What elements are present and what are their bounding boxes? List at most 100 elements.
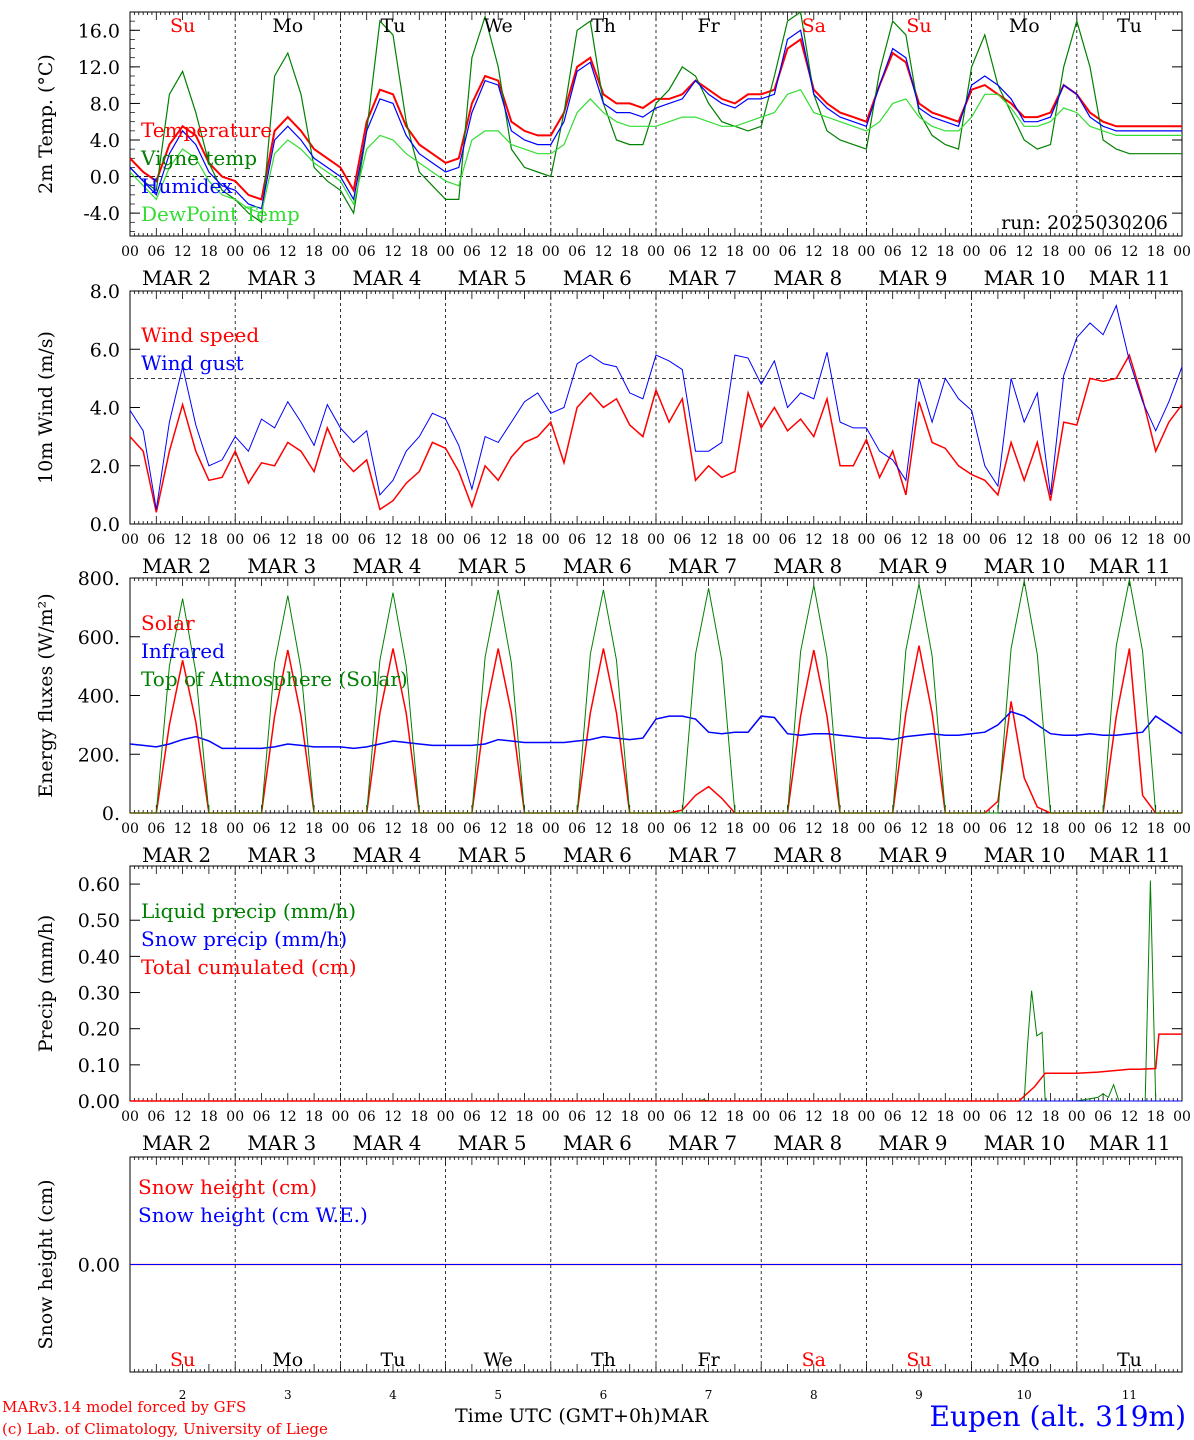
hour-label: 18 — [1147, 244, 1165, 260]
hour-label: 12 — [489, 532, 507, 548]
weekday-label: Tu — [1117, 15, 1142, 37]
hour-label: 00 — [752, 1109, 770, 1125]
hour-label: 12 — [174, 821, 192, 837]
legend-entry: Vigne temp — [140, 146, 257, 170]
hour-label: 12 — [174, 532, 192, 548]
hour-label: 00 — [752, 244, 770, 260]
hour-label: 18 — [410, 532, 428, 548]
weekday-label: Su — [170, 1349, 195, 1371]
date-label: MAR 11 — [1089, 266, 1171, 290]
y-tick-label: 600. — [78, 627, 120, 649]
hour-label: 06 — [884, 1109, 902, 1125]
hour-label: 00 — [857, 532, 875, 548]
date-label: MAR 7 — [668, 266, 737, 290]
hour-label: 12 — [594, 1109, 612, 1125]
y-tick-label: 400. — [78, 686, 120, 708]
hour-label: 18 — [831, 821, 849, 837]
hour-label: 12 — [910, 244, 928, 260]
weekday-label: Mo — [272, 1349, 303, 1371]
hour-label: 06 — [253, 532, 271, 548]
hour-label: 12 — [1120, 532, 1138, 548]
date-label: MAR 3 — [247, 554, 316, 578]
date-label: MAR 8 — [773, 554, 842, 578]
day-number: 3 — [284, 1388, 292, 1402]
weekday-label: Sa — [802, 1349, 826, 1371]
weekday-label: Fr — [697, 1349, 720, 1371]
date-label: MAR 2 — [142, 554, 211, 578]
hour-label: 12 — [805, 532, 823, 548]
date-label: MAR 8 — [773, 843, 842, 867]
series-infrared — [129, 710, 1183, 750]
legend-entry: Solar — [141, 611, 195, 635]
hour-label: 00 — [647, 244, 665, 260]
hour-label: 18 — [1042, 1109, 1060, 1125]
hour-label: 00 — [542, 1109, 560, 1125]
hour-label: 06 — [989, 821, 1007, 837]
model-credit: MARv3.14 model forced by GFS — [2, 1398, 247, 1416]
day-number: 10 — [1017, 1388, 1032, 1402]
series-humidex — [129, 29, 1182, 210]
hour-label: 00 — [121, 1109, 139, 1125]
hour-label: 12 — [279, 1109, 297, 1125]
hour-label: 12 — [279, 821, 297, 837]
y-tick-label: 4.0 — [90, 130, 120, 152]
y-tick-label: -4.0 — [83, 203, 120, 225]
hour-label: 12 — [1015, 532, 1033, 548]
hour-label: 18 — [1147, 1109, 1165, 1125]
date-label: MAR 2 — [142, 1131, 211, 1155]
date-label: MAR 4 — [352, 843, 421, 867]
hour-label: 12 — [279, 532, 297, 548]
y-tick-label: 0.0 — [90, 514, 120, 536]
weekday-label: Th — [591, 15, 616, 37]
hour-label: 18 — [305, 244, 323, 260]
date-label: MAR 10 — [984, 1131, 1066, 1155]
date-label: MAR 4 — [352, 554, 421, 578]
date-label: MAR 10 — [984, 266, 1066, 290]
x-axis-title: Time UTC (GMT+0h)MAR — [455, 1405, 708, 1427]
hour-label: 00 — [1173, 1109, 1191, 1125]
date-label: MAR 5 — [458, 554, 527, 578]
date-label: MAR 9 — [878, 266, 947, 290]
hour-label: 12 — [700, 1109, 718, 1125]
hour-label: 18 — [305, 1109, 323, 1125]
hour-label: 06 — [463, 821, 481, 837]
legend-entry: Snow height (cm W.E.) — [138, 1203, 368, 1227]
hour-label: 06 — [147, 1109, 165, 1125]
hour-label: 18 — [516, 244, 534, 260]
hour-label: 12 — [1015, 821, 1033, 837]
hour-label: 00 — [752, 532, 770, 548]
y-tick-label: 0.00 — [78, 1255, 120, 1277]
y-tick-label: 200. — [78, 744, 120, 766]
series-wind-speed — [129, 353, 1183, 513]
hour-label: 00 — [226, 1109, 244, 1125]
weekday-label: Su — [906, 1349, 931, 1371]
weekday-label: Mo — [272, 15, 303, 37]
date-label: MAR 2 — [142, 266, 211, 290]
hour-label: 18 — [936, 1109, 954, 1125]
hour-label: 12 — [594, 532, 612, 548]
lab-credit: (c) Lab. of Climatology, University of L… — [2, 1420, 328, 1438]
hour-label: 00 — [542, 532, 560, 548]
hour-label: 18 — [831, 1109, 849, 1125]
hour-label: 00 — [647, 821, 665, 837]
hour-label: 18 — [726, 244, 744, 260]
weekday-label: Su — [170, 15, 195, 37]
date-label: MAR 8 — [773, 1131, 842, 1155]
weekday-label: We — [484, 1349, 513, 1371]
day-number: 4 — [389, 1388, 397, 1402]
hour-label: 12 — [594, 821, 612, 837]
day-number: 8 — [810, 1388, 818, 1402]
hour-label: 00 — [647, 532, 665, 548]
hour-label: 00 — [226, 532, 244, 548]
date-label: MAR 11 — [1089, 1131, 1171, 1155]
hour-label: 06 — [1094, 532, 1112, 548]
date-label: MAR 7 — [668, 1131, 737, 1155]
series-temperature — [129, 37, 1182, 201]
y-tick-label: 6.0 — [90, 339, 120, 361]
hour-label: 06 — [358, 532, 376, 548]
date-label: MAR 5 — [458, 1131, 527, 1155]
day-number: 2 — [179, 1388, 187, 1402]
hour-label: 18 — [516, 532, 534, 548]
hour-label: 12 — [700, 532, 718, 548]
